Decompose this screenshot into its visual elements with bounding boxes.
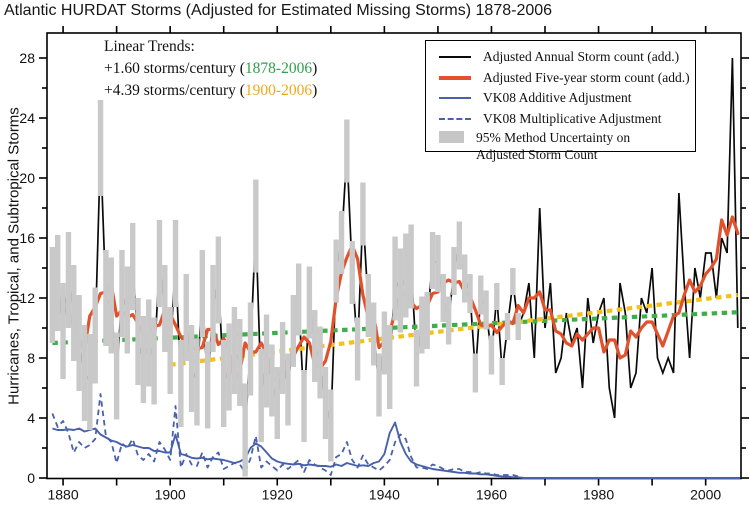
svg-text:1960: 1960 [476, 487, 507, 503]
trend2-range: 1900-2006 [244, 82, 313, 99]
black-line-swatch [439, 56, 471, 59]
svg-text:12: 12 [19, 290, 35, 306]
legend-item-uncertainty: 95% Method Uncertainty on Adjusted Storm… [439, 129, 695, 163]
svg-text:8: 8 [27, 350, 35, 366]
svg-text:1920: 1920 [262, 487, 293, 503]
blue-line-swatch [439, 97, 471, 100]
legend-item-multiplicative: VK08 Multiplicative Adjustment [439, 109, 695, 130]
svg-text:1880: 1880 [47, 487, 78, 503]
svg-text:4: 4 [27, 410, 35, 426]
legend-label-uncertainty: 95% Method Uncertainty on Adjusted Storm… [476, 130, 631, 162]
trend2-text: +4.39 storms/century ( [104, 82, 245, 99]
trend-annotation-line-1: +1.60 storms/century (1878-2006) [104, 58, 317, 80]
trend-annotation-heading: Linear Trends: [104, 38, 195, 55]
legend-item-annual: Adjusted Annual Storm count (add.) [439, 47, 695, 68]
trend-line-1900-2006 [169, 292, 739, 367]
svg-text:20: 20 [19, 170, 35, 186]
axes [39, 26, 749, 486]
legend-label-multiplicative: VK08 Multiplicative Adjustment [483, 110, 662, 126]
svg-text:24: 24 [19, 110, 35, 126]
legend-item-five-year: Adjusted Five-year storm count (add.) [439, 68, 695, 89]
svg-text:28: 28 [19, 50, 35, 66]
chart-title: Atlantic HURDAT Storms (Adjusted for Est… [4, 2, 553, 19]
legend-label-five-year: Adjusted Five-year storm count (add.) [483, 69, 690, 85]
svg-text:16: 16 [19, 230, 35, 246]
gray-box-swatch [439, 131, 464, 143]
svg-text:1940: 1940 [369, 487, 400, 503]
vk08-multiplicative-line [51, 393, 741, 479]
trend1-close: ) [312, 60, 318, 77]
tick-labels: 1880 1900 1920 1940 1960 1980 2000 0 4 8 12 16 20 24 2… [19, 50, 721, 503]
trend2-close: ) [312, 82, 318, 99]
svg-text:1900: 1900 [155, 487, 186, 503]
trend-annotation-line-2: +4.39 storms/century (1900-2006) [104, 80, 317, 102]
svg-text:0: 0 [27, 470, 35, 486]
legend-label-annual: Adjusted Annual Storm count (add.) [483, 49, 680, 65]
vk08-additive-line [52, 421, 741, 479]
blue-dashed-line-swatch [439, 117, 471, 120]
svg-text:1980: 1980 [583, 487, 614, 503]
trend1-range: 1878-2006 [244, 60, 313, 77]
svg-text:2000: 2000 [690, 487, 721, 503]
uncertainty-bars [49, 100, 521, 477]
legend-item-additive: VK08 Additive Adjustment [439, 88, 695, 109]
red-line-swatch [439, 75, 471, 80]
trend1-text: +1.60 storms/century ( [104, 60, 245, 77]
legend-label-additive: VK08 Additive Adjustment [483, 90, 632, 106]
trend-annotation: Linear Trends: +1.60 storms/century (187… [104, 36, 317, 102]
legend: Adjusted Annual Storm count (add.) Adjus… [425, 40, 696, 162]
